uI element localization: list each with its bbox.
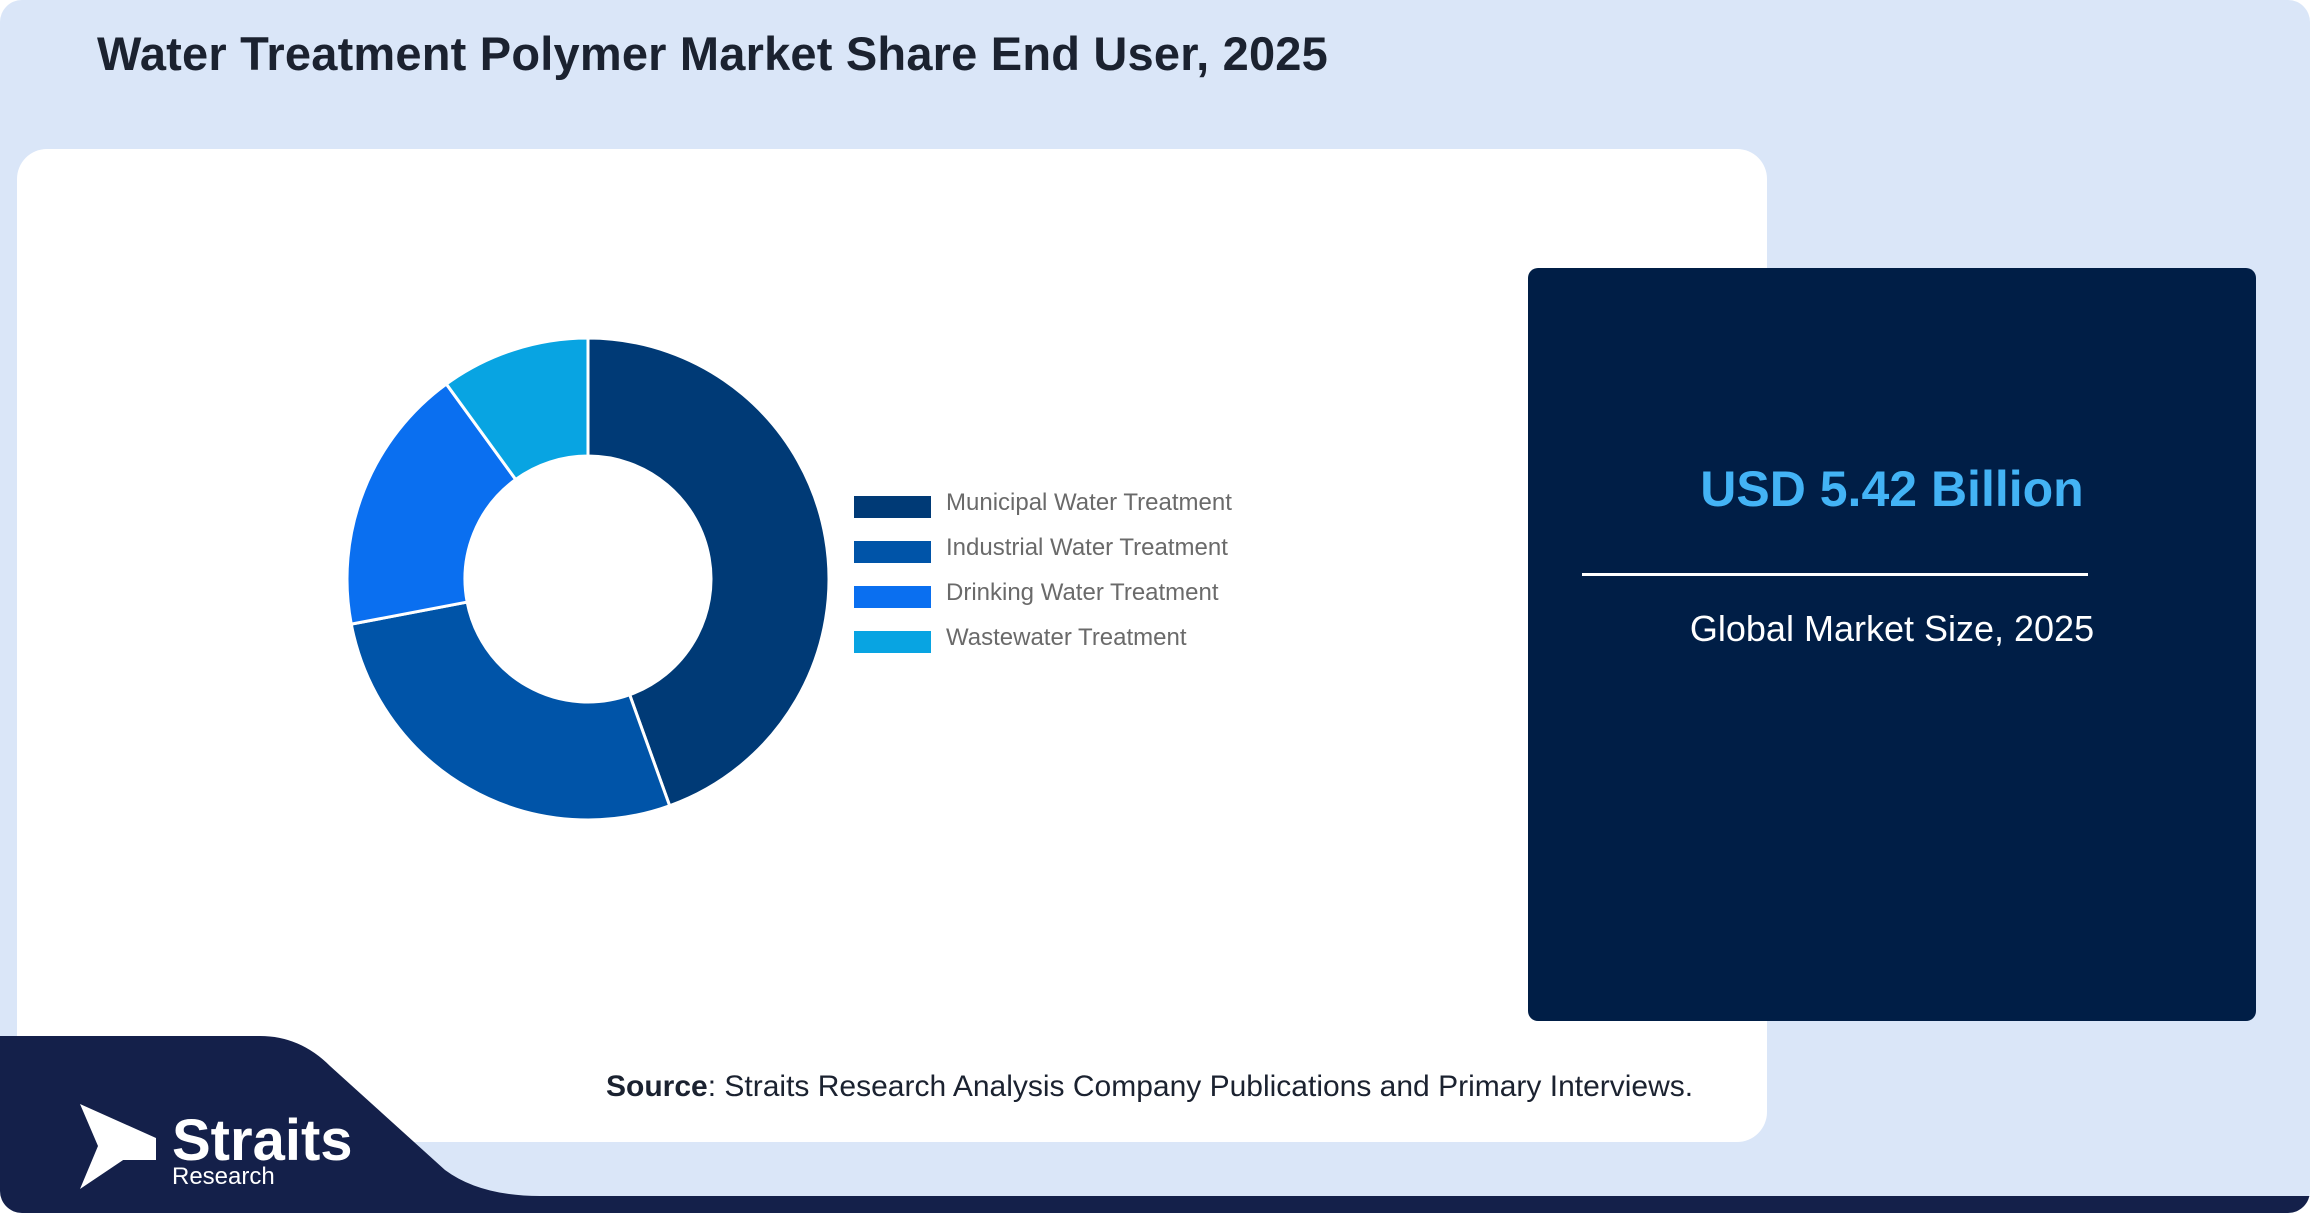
donut-slice-industrial-water-treatment bbox=[349, 600, 672, 822]
page-title: Water Treatment Polymer Market Share End… bbox=[97, 27, 1328, 80]
market-size-value: USD 5.42 Billion bbox=[1700, 461, 2084, 517]
straits-logo-icon bbox=[80, 1104, 156, 1189]
legend-swatch bbox=[854, 541, 931, 563]
legend-swatch bbox=[854, 631, 931, 653]
legend-item: Wastewater Treatment bbox=[854, 623, 1274, 653]
legend-item: Industrial Water Treatment bbox=[854, 533, 1274, 563]
donut-slice-wastewater-treatment bbox=[444, 336, 590, 482]
legend-item: Municipal Water Treatment bbox=[854, 488, 1274, 518]
brand-name: Straits bbox=[172, 1108, 353, 1173]
legend-swatch bbox=[854, 496, 931, 518]
donut-slice-municipal-water-treatment bbox=[586, 336, 831, 808]
brand-sub: Research bbox=[172, 1163, 275, 1190]
legend-label: Drinking Water Treatment bbox=[946, 579, 1219, 606]
source-text: : Straits Research Analysis Company Publ… bbox=[707, 1070, 1694, 1103]
legend-label: Municipal Water Treatment bbox=[946, 489, 1232, 516]
market-size-card: USD 5.42 Billion Global Market Size, 202… bbox=[1528, 268, 2256, 1021]
source-note: Source: Straits Research Analysis Compan… bbox=[606, 1070, 1693, 1104]
divider bbox=[1582, 573, 2088, 576]
legend-swatch bbox=[854, 586, 931, 608]
legend-label: Wastewater Treatment bbox=[946, 624, 1187, 651]
legend-label: Industrial Water Treatment bbox=[946, 534, 1228, 561]
donut-slice-drinking-water-treatment bbox=[345, 381, 518, 626]
market-size-label: Global Market Size, 2025 bbox=[1689, 608, 2095, 649]
legend-item: Drinking Water Treatment bbox=[854, 578, 1274, 608]
source-prefix: Source bbox=[606, 1070, 708, 1103]
